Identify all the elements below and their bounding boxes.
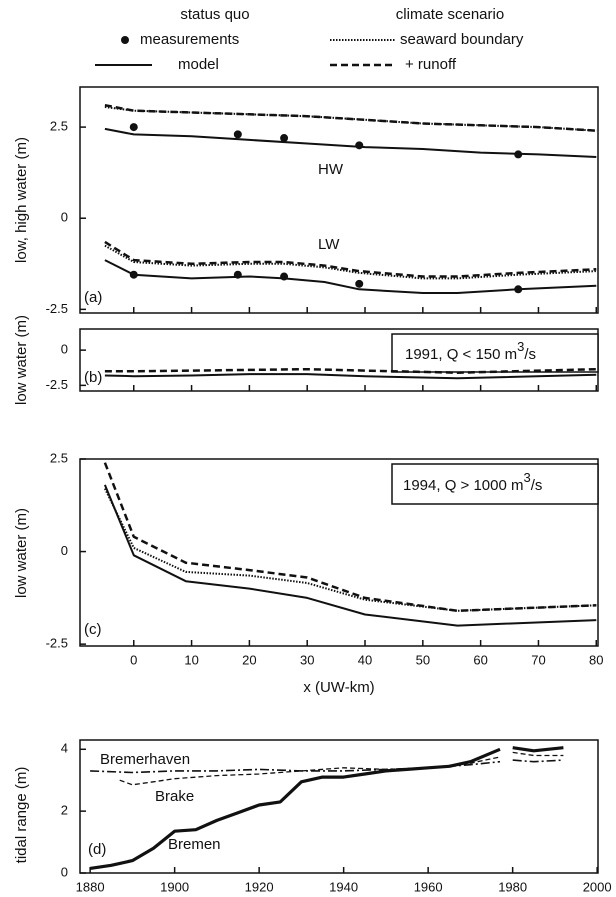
annotation: LW: [318, 236, 340, 253]
x-tick-label: 50: [416, 652, 430, 667]
condition-text: 1991, Q < 150 m: [405, 346, 517, 363]
y-tick-label: -2.5: [46, 377, 68, 392]
y-tick-label: -2.5: [46, 301, 68, 316]
x-tick-label: 10: [184, 652, 198, 667]
measurement-dot: [280, 134, 289, 143]
panel-label: (c): [84, 621, 102, 638]
y-axis-label: low water (m): [13, 315, 30, 405]
measurement-dot: [355, 141, 364, 150]
superscript: 3: [517, 339, 524, 354]
plot-frame: [79, 458, 599, 647]
measurement-dot: [280, 272, 289, 281]
x-tick-label: 1920: [245, 879, 274, 894]
measurement-dot: [129, 123, 138, 132]
plot-frame: [79, 739, 599, 874]
series-line: [104, 127, 597, 158]
series-line: [104, 244, 597, 280]
x-tick-label: 20: [242, 652, 256, 667]
series-line: [103, 462, 597, 613]
y-tick-label: 0: [61, 864, 68, 879]
measurement-dot: [129, 270, 138, 279]
series-line: [104, 367, 597, 374]
x-tick-label: 1980: [498, 879, 527, 894]
x-tick-label: 40: [358, 652, 372, 667]
legend-dot: [121, 36, 129, 44]
y-tick-label: 4: [61, 741, 68, 756]
x-tick-label: 80: [589, 652, 603, 667]
series-line: [119, 751, 564, 786]
series-label: Brake: [155, 788, 194, 805]
panel-label: (b): [84, 369, 102, 386]
condition-text: 1994, Q > 1000 m: [403, 477, 524, 494]
legend-label: measurements: [140, 31, 239, 48]
x-tick-label: 1900: [160, 879, 189, 894]
condition-box: [391, 333, 599, 373]
x-tick-label: 1940: [329, 879, 358, 894]
condition-text: /s: [524, 346, 536, 363]
measurement-dot: [355, 279, 364, 288]
legend-label: model: [178, 56, 219, 73]
legend-label: + runoff: [405, 56, 457, 73]
y-tick-label: 2.5: [50, 119, 68, 134]
legend-label: seaward boundary: [400, 31, 524, 48]
condition-box: [391, 463, 599, 505]
x-tick-label: 1960: [414, 879, 443, 894]
y-axis-label: low, high water (m): [13, 137, 30, 263]
series-line: [104, 373, 597, 380]
y-tick-label: 2.5: [50, 450, 68, 465]
x-tick-label: 70: [531, 652, 545, 667]
legend-header: climate scenario: [396, 6, 504, 23]
y-tick-label: 0: [61, 543, 68, 558]
panel-label: (a): [84, 289, 102, 306]
measurement-dot: [233, 270, 242, 279]
y-axis-label: tidal range (m): [13, 767, 30, 864]
y-tick-label: 2: [61, 803, 68, 818]
series-line: [104, 259, 597, 294]
measurement-dot: [514, 285, 523, 294]
measurement-dot: [514, 150, 523, 159]
y-tick-label: -2.5: [46, 636, 68, 651]
series-line: [104, 103, 597, 132]
x-tick-label: 60: [473, 652, 487, 667]
annotation: HW: [318, 161, 344, 178]
series-label: Bremen: [168, 836, 221, 853]
y-tick-label: 0: [61, 210, 68, 225]
legend-header: status quo: [180, 6, 249, 23]
y-axis-label: low water (m): [13, 508, 30, 598]
x-tick-label: 0: [130, 652, 137, 667]
condition-label: 1994, Q > 1000 m3/s: [403, 470, 542, 494]
x-tick-label: 1880: [76, 879, 105, 894]
series-line: [104, 488, 597, 612]
x-tick-label: 2000: [583, 879, 612, 894]
x-tick-label: 30: [300, 652, 314, 667]
condition-text: /s: [531, 477, 543, 494]
series-line: [89, 746, 564, 870]
panel-label: (d): [88, 841, 106, 858]
condition-label: 1991, Q < 150 m3/s: [405, 339, 536, 363]
series-label: Bremerhaven: [100, 751, 190, 768]
superscript: 3: [524, 470, 531, 485]
measurement-dot: [233, 130, 242, 139]
x-axis-label: x (UW-km): [303, 679, 374, 696]
plot-frame: [79, 86, 599, 314]
series-line: [103, 484, 597, 627]
series-line: [104, 240, 597, 278]
y-tick-label: 0: [61, 342, 68, 357]
